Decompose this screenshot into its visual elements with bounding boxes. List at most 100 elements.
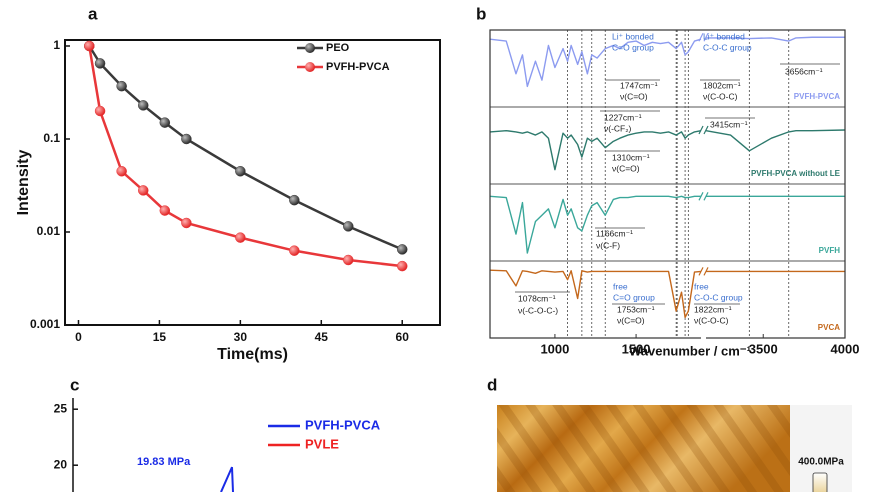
data-point — [137, 185, 149, 196]
break-mark — [698, 125, 704, 135]
x-tick-label: 3500 — [749, 341, 778, 356]
x-tick-label: 15 — [153, 330, 167, 344]
annotation: ν(-CF₂) — [604, 123, 632, 133]
annotation: ν(-C-O-C-) — [518, 305, 558, 315]
x-tick-label: 4000 — [831, 341, 860, 356]
data-point — [159, 117, 171, 128]
annotation: ν(C-O-C) — [694, 315, 729, 325]
data-point — [94, 58, 106, 69]
panel-label: d — [487, 375, 497, 394]
panel-label: c — [70, 375, 79, 394]
annotation: C=O group — [613, 292, 655, 302]
data-point — [396, 260, 408, 272]
afm-texture — [497, 405, 790, 492]
annotation: 3656cm⁻¹ — [785, 66, 823, 76]
break-mark — [698, 192, 704, 201]
data-point — [94, 105, 106, 117]
annotation: Li⁺ bonded — [703, 31, 745, 41]
x-axis-label: Wavenumber / cm⁻¹ — [629, 343, 751, 358]
annotation: Li⁺ bonded — [612, 31, 654, 41]
legend-label: PEO — [326, 42, 350, 54]
colorbar — [812, 472, 828, 492]
break-mark — [698, 32, 704, 42]
annotation: ν(C=O) — [620, 91, 648, 101]
break-mark — [703, 267, 709, 276]
y-tick-label: 25 — [54, 401, 68, 415]
panel-label: a — [88, 4, 98, 23]
plot-frame — [64, 39, 441, 326]
data-point — [343, 254, 354, 266]
colorbar-label: 400.0MPa — [798, 457, 844, 468]
data-point — [289, 194, 300, 206]
annotation: 1078cm⁻¹ — [518, 293, 556, 303]
x-axis-label: Time(ms) — [217, 346, 288, 363]
x-tick-label: 0 — [75, 330, 82, 344]
annotation: free — [613, 281, 628, 291]
annotation: 3415cm⁻¹ — [710, 119, 748, 129]
annotation: 1747cm⁻¹ — [620, 80, 658, 90]
data-point — [235, 165, 246, 177]
y-tick-label: 20 — [54, 457, 68, 471]
data-point — [343, 221, 354, 232]
annotation: 1753cm⁻¹ — [617, 304, 655, 314]
annotation: 1310cm⁻¹ — [612, 152, 650, 162]
legend-label: PVFH-PVCA — [326, 61, 390, 73]
x-tick-label: 1500 — [622, 341, 651, 356]
data-point — [84, 40, 95, 52]
annotation: ν(C=O) — [612, 163, 640, 173]
annotation: 1166cm⁻¹ — [596, 228, 633, 238]
legend-label: PVLE — [305, 436, 339, 451]
data-point — [396, 244, 408, 255]
break-mark — [703, 125, 709, 135]
plot-area — [220, 466, 234, 492]
y-tick-label: 0.01 — [37, 224, 61, 238]
series-label: PVFH-PVCA — [794, 92, 840, 101]
y-tick-label: 1 — [53, 38, 60, 52]
data-point — [159, 205, 171, 216]
spectrum — [489, 38, 702, 88]
annotation: 1822cm⁻¹ — [694, 304, 732, 314]
plot-frame — [489, 29, 846, 339]
y-tick-label: 0.1 — [43, 131, 60, 145]
legend-label: PVFH-PVCA — [305, 417, 381, 432]
panel-label: b — [476, 4, 486, 23]
annotation: ν(C-F) — [596, 240, 620, 250]
series-label: PVFH-PVCA without LE — [751, 169, 841, 178]
spectrum — [489, 129, 702, 171]
legend-marker — [305, 43, 315, 53]
data-point — [181, 217, 192, 229]
x-tick-label: 1000 — [540, 341, 569, 356]
data-point — [181, 133, 192, 145]
y-axis-label: Intensity — [15, 150, 32, 216]
annotation: free — [694, 281, 709, 291]
data-point — [137, 100, 149, 111]
data-point — [235, 232, 246, 243]
data-point — [116, 80, 127, 92]
x-tick-label: 60 — [396, 330, 410, 344]
annotation: C=O group — [612, 42, 654, 52]
annotation: C-O-C group — [694, 292, 743, 302]
y-tick-label: 0.001 — [30, 317, 60, 331]
annotation: ν(C=O) — [617, 315, 645, 325]
series-line — [88, 45, 403, 268]
annotation: 1802cm⁻¹ — [703, 80, 741, 90]
annotation: 19.83 MPa — [137, 456, 191, 468]
legend-marker — [305, 62, 315, 72]
data-point — [116, 165, 127, 177]
annotation: 1227cm⁻¹ — [604, 112, 642, 122]
break-mark — [703, 32, 709, 42]
break-mark — [698, 267, 704, 276]
data-point — [289, 245, 300, 256]
break-mark — [703, 192, 709, 201]
spectrum — [706, 36, 845, 42]
series-label: PVFH — [819, 246, 841, 255]
annotation: C-O-C group — [703, 42, 752, 52]
series-line — [220, 466, 234, 492]
spectrum — [489, 195, 701, 254]
annotation: ν(C-O-C) — [703, 91, 738, 101]
spectrum — [705, 129, 846, 152]
axis-break-gap — [701, 335, 706, 341]
series-label: PVCA — [818, 323, 840, 332]
x-tick-label: 45 — [315, 330, 329, 344]
